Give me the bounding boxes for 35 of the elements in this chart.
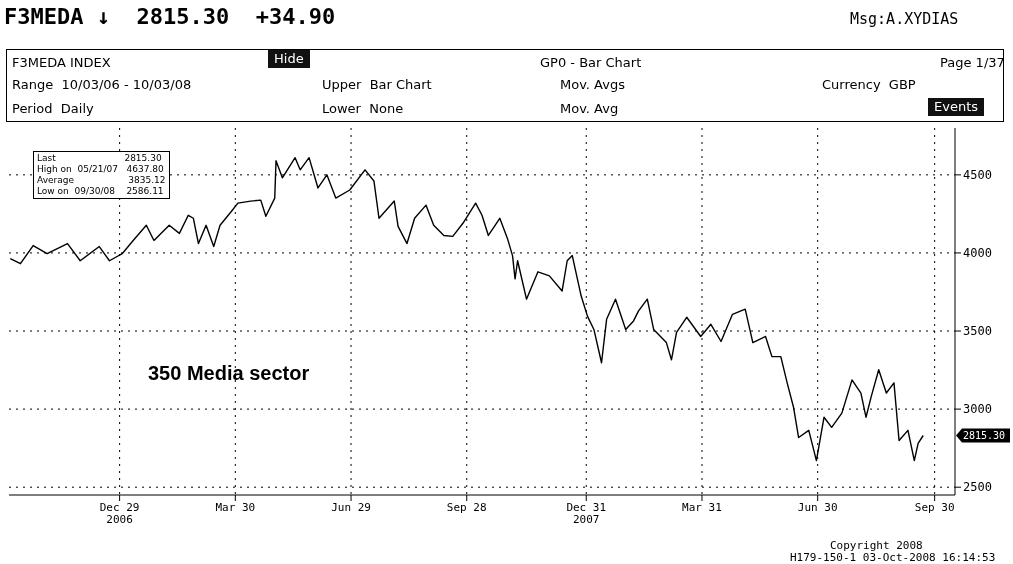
x-tick-label: Mar 31 xyxy=(682,501,722,514)
y-tick-label: 4000 xyxy=(963,246,992,261)
x-tick-label: Jun 29 xyxy=(331,501,371,514)
x-tick-label: Mar 30 xyxy=(215,501,256,514)
x-tick-label: Sep 30 xyxy=(914,501,955,514)
chart-title: F3MEDA ↓ 2815.30 +34.90 xyxy=(4,4,336,29)
text: Events xyxy=(928,98,985,116)
y-tick-label: 4500 xyxy=(963,168,992,183)
text: GP0 - Bar Chart xyxy=(540,54,642,72)
text: Range 10/03/06 - 10/03/08 xyxy=(12,76,192,94)
annotation: Last 2815.30 xyxy=(37,153,163,164)
text: Msg:A.XYDIAS xyxy=(850,10,959,28)
text: Page 1/37 xyxy=(940,54,1005,72)
text: Upper Bar Chart xyxy=(322,76,432,94)
text: Lower None xyxy=(322,100,404,118)
text: Period Daily xyxy=(12,100,94,118)
x-tick-label: Dec 29 2006 xyxy=(99,501,140,526)
y-tick-label: 3500 xyxy=(963,324,992,339)
annotation: High on 05/21/07 4637.80 xyxy=(37,164,165,175)
text: Mov. Avgs xyxy=(560,76,625,94)
text: Hide xyxy=(268,50,310,68)
x-tick-label: Sep 28 xyxy=(446,501,487,514)
text: Mov. Avg xyxy=(560,100,619,118)
text: Currency GBP xyxy=(822,76,916,94)
x-tick-label: Jun 30 xyxy=(797,501,838,514)
annotation: Average 3835.12 xyxy=(37,175,166,186)
y-tick-label: 2500 xyxy=(963,480,992,495)
y-tick-label: 3000 xyxy=(963,402,992,417)
text: 350 Media sector xyxy=(148,362,310,385)
text: H179-150-1 03-Oct-2008 16:14:53 xyxy=(790,551,996,564)
text: Copyright 2008 xyxy=(830,538,923,553)
annotation: Low on 09/30/08 2586.11 xyxy=(37,186,165,197)
text: F3MEDA INDEX xyxy=(12,54,111,72)
text: 2815.30 xyxy=(963,430,1006,442)
x-tick-label: Dec 31 2007 xyxy=(566,501,607,526)
